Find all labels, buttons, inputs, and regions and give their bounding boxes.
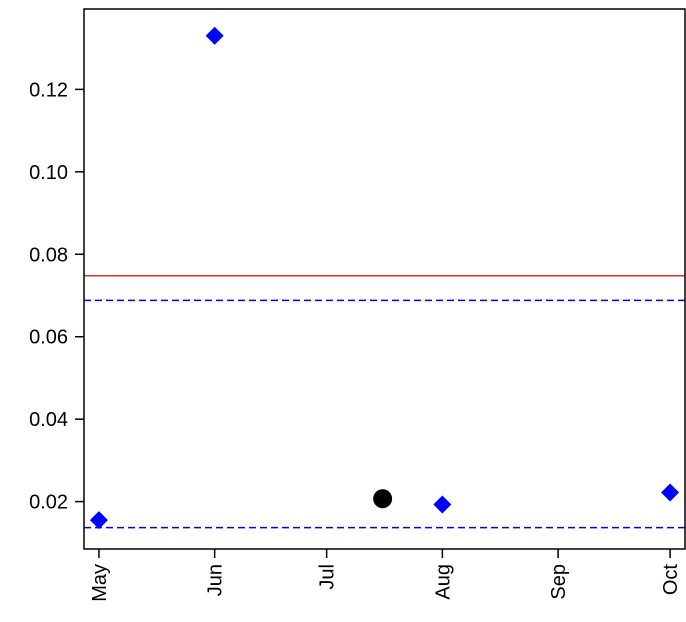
y-tick-label: 0.02 bbox=[29, 492, 68, 514]
x-tick-label: Sep bbox=[548, 564, 570, 600]
x-tick-label: Aug bbox=[432, 564, 454, 600]
data-point-diamond bbox=[433, 495, 452, 514]
data-point-diamond bbox=[661, 483, 680, 502]
y-tick-label: 0.10 bbox=[29, 162, 68, 184]
x-axis: May Jun Jul Aug Sep Oct bbox=[89, 549, 682, 602]
y-tick-label: 0.04 bbox=[29, 409, 68, 431]
data-point-diamond bbox=[89, 511, 108, 530]
data-point-diamond bbox=[205, 26, 224, 45]
y-axis: 0.02 0.04 0.06 0.08 0.10 0.12 bbox=[29, 79, 84, 514]
y-tick-label: 0.06 bbox=[29, 327, 68, 349]
x-tick-label: Jun bbox=[205, 564, 227, 596]
x-tick-label: Jul bbox=[317, 564, 339, 590]
y-tick-label: 0.12 bbox=[29, 79, 68, 101]
data-points bbox=[89, 26, 680, 530]
plot-frame bbox=[83, 8, 686, 550]
data-point-circle bbox=[373, 489, 393, 509]
y-tick-label: 0.08 bbox=[29, 244, 68, 266]
x-tick-label: May bbox=[89, 564, 111, 602]
reference-lines bbox=[84, 274, 685, 529]
x-tick-label: Oct bbox=[660, 564, 682, 596]
